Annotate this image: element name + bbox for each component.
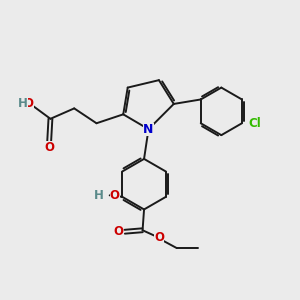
Text: H: H	[18, 98, 28, 110]
Text: N: N	[143, 123, 154, 136]
Text: O: O	[154, 231, 164, 244]
Text: O: O	[23, 98, 34, 110]
Text: H: H	[94, 189, 104, 202]
Text: Cl: Cl	[248, 117, 261, 130]
Text: O: O	[44, 141, 54, 154]
Text: O: O	[113, 225, 123, 238]
Text: O: O	[110, 189, 120, 202]
